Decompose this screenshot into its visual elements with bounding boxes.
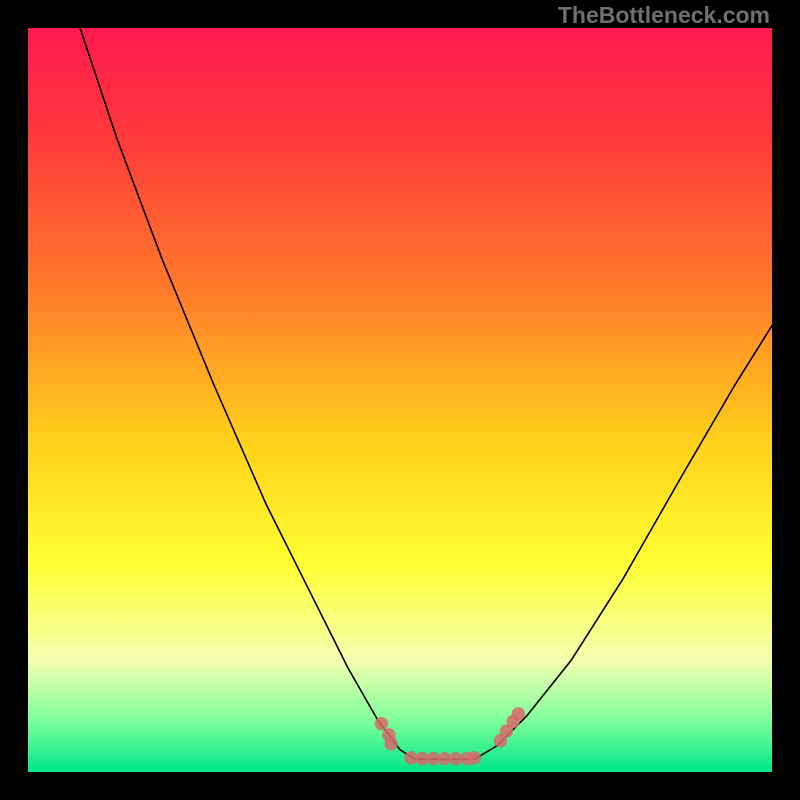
- chart-plot-area: [28, 28, 772, 772]
- watermark-label: TheBottleneck.com: [558, 2, 770, 29]
- curve-marker: [468, 751, 481, 764]
- curve-marker: [384, 737, 397, 750]
- chart-background: [28, 28, 772, 772]
- curve-marker: [512, 707, 525, 720]
- chart-svg: [28, 28, 772, 772]
- curve-marker: [375, 717, 388, 730]
